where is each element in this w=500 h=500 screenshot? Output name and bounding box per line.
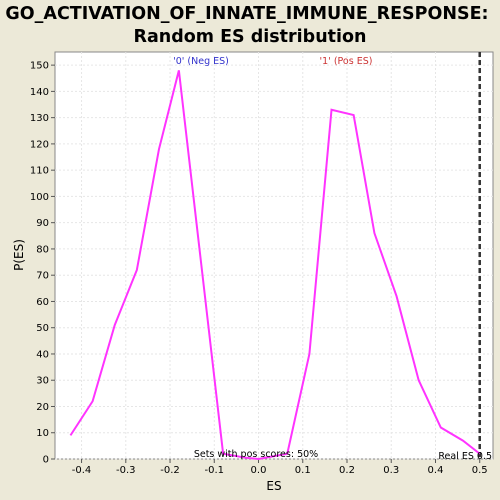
y-tick-label: 0 bbox=[43, 455, 49, 466]
x-tick-label: 0.2 bbox=[339, 465, 355, 476]
grid-lines bbox=[55, 52, 493, 460]
plot-area bbox=[54, 51, 494, 460]
x-tick-label: 0.1 bbox=[295, 465, 311, 476]
x-tick-label: -0.2 bbox=[160, 465, 180, 476]
y-tick-label: 110 bbox=[30, 166, 49, 177]
y-axis-label: P(ES) bbox=[12, 239, 26, 271]
y-tick-label: 100 bbox=[30, 192, 49, 203]
x-tick-label: 0.5 bbox=[472, 465, 488, 476]
x-tick-label: 0.4 bbox=[428, 465, 444, 476]
x-axis-ticks: -0.4 -0.3 -0.2 -0.1 0.0 0.1 0.2 0.3 0.4 0.5 bbox=[72, 459, 488, 476]
neg-es-annotation: '0' (Neg ES) bbox=[173, 56, 229, 67]
pos-es-annotation: '1' (Pos ES) bbox=[320, 56, 373, 67]
y-tick-label: 40 bbox=[36, 349, 49, 360]
y-tick-label: 20 bbox=[36, 402, 49, 413]
es-distribution-series-line bbox=[69, 70, 481, 461]
x-tick-label: 0.0 bbox=[251, 465, 267, 476]
chart-title-line1: GO_ACTIVATION_OF_INNATE_IMMUNE_RESPONSE: bbox=[5, 4, 488, 24]
y-tick-label: 10 bbox=[36, 428, 49, 439]
x-tick-label: -0.1 bbox=[205, 465, 225, 476]
real-es-annotation: Real ES 0.5 bbox=[438, 451, 492, 462]
y-tick-label: 60 bbox=[36, 297, 49, 308]
y-tick-label: 150 bbox=[30, 61, 49, 72]
x-tick-label: -0.4 bbox=[72, 465, 92, 476]
y-tick-label: 140 bbox=[30, 87, 49, 98]
chart-title-line2: Random ES distribution bbox=[133, 27, 366, 47]
y-tick-label: 70 bbox=[36, 271, 49, 282]
y-tick-label: 90 bbox=[36, 218, 49, 229]
x-tick-label: -0.3 bbox=[116, 465, 136, 476]
y-tick-label: 120 bbox=[30, 139, 49, 150]
x-tick-label: 0.3 bbox=[383, 465, 399, 476]
y-tick-label: 30 bbox=[36, 376, 49, 387]
y-tick-label: 130 bbox=[30, 113, 49, 124]
y-axis-ticks: 0 10 20 30 40 50 60 70 80 90 100 110 120 130 140 150 bbox=[30, 61, 55, 466]
sets-pos-scores-annotation: Sets with pos scores: 50% bbox=[194, 449, 318, 460]
x-axis-label: ES bbox=[266, 479, 281, 493]
y-tick-label: 50 bbox=[36, 323, 49, 334]
y-tick-label: 80 bbox=[36, 244, 49, 255]
